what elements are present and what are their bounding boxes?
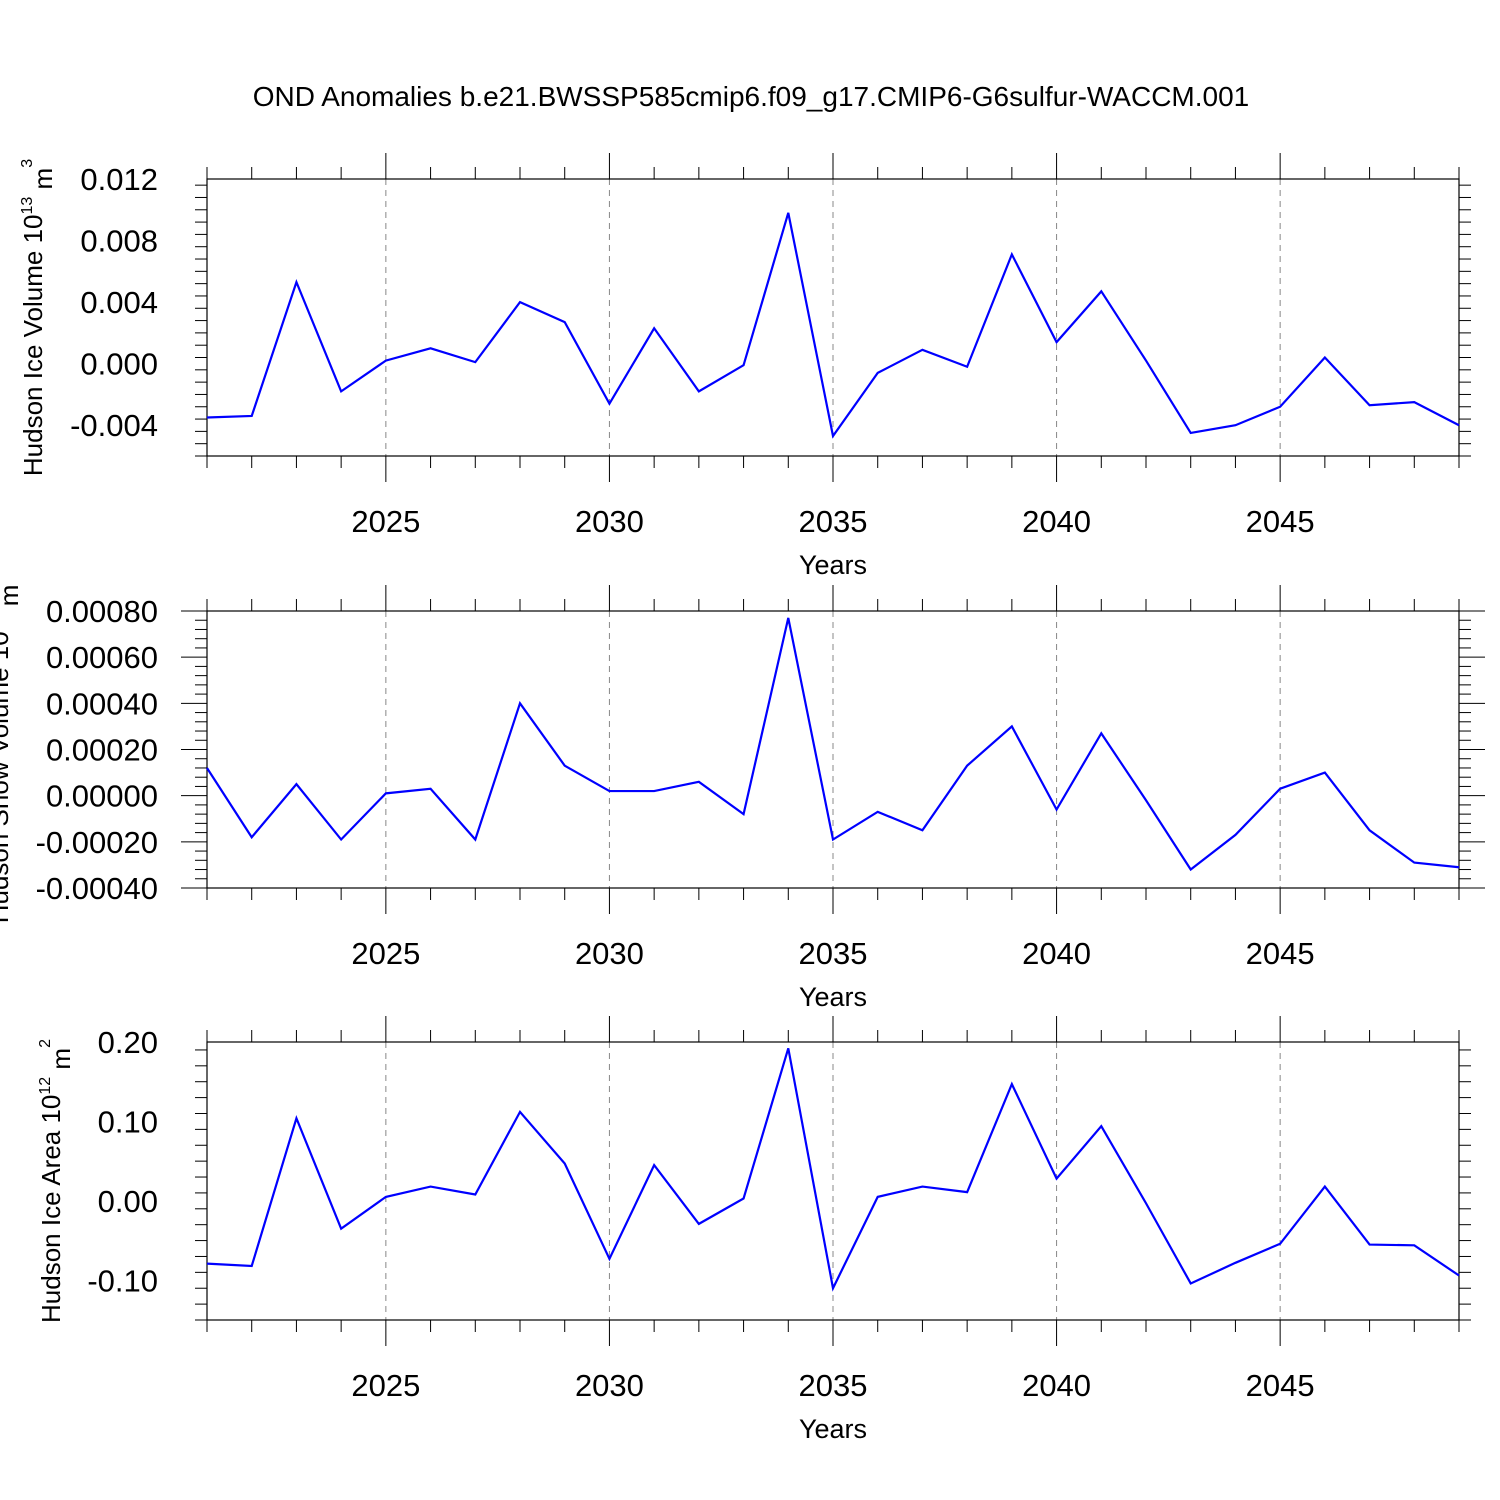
x-tick-label: 2045 <box>1246 504 1315 539</box>
panel-3: 2025 2030 2035 2040 2045 Years -0.10 0.00 0.10 0.… <box>36 1016 1471 1444</box>
x-tick-label: 2030 <box>575 936 644 971</box>
y-axis-label: Hudson Snow Volume 1013 m3 <box>0 576 24 924</box>
x-axis-label: Years <box>799 1414 867 1444</box>
x-axis-label: Years <box>799 982 867 1012</box>
y-tick-label: 0.008 <box>80 224 158 259</box>
y-tick-label: -0.10 <box>87 1263 158 1298</box>
y-tick-label: -0.00040 <box>36 871 158 906</box>
chart-title: OND Anomalies b.e21.BWSSP585cmip6.f09_g1… <box>253 81 1250 112</box>
x-tick-label: 2030 <box>575 1368 644 1403</box>
y-tick-label: -0.00020 <box>36 825 158 860</box>
x-axis-label: Years <box>799 550 867 580</box>
y-tick-label: 0.00020 <box>46 733 158 768</box>
y-tick-label: 0.00080 <box>46 594 158 629</box>
y-tick-label: 0.00060 <box>46 640 158 675</box>
x-tick-label: 2025 <box>351 1368 420 1403</box>
y-tick-label: 0.012 <box>80 162 158 197</box>
x-tick-label: 2035 <box>799 1368 868 1403</box>
x-tick-label: 2030 <box>575 504 644 539</box>
x-tick-label: 2045 <box>1246 936 1315 971</box>
y-tick-label: 0.00000 <box>46 779 158 814</box>
x-tick-label: 2045 <box>1246 1368 1315 1403</box>
x-tick-label: 2035 <box>799 936 868 971</box>
y-tick-label: 0.000 <box>80 347 158 382</box>
y-axis-label: Hudson Ice Volume 1013 m3 <box>18 159 58 476</box>
x-tick-label: 2040 <box>1022 504 1091 539</box>
y-tick-label: 0.004 <box>80 285 158 320</box>
x-tick-label: 2040 <box>1022 1368 1091 1403</box>
panel-2: 2025 2030 2035 2040 2045 Years -0.00040 -0.0002… <box>0 576 1485 1012</box>
y-axis-label: Hudson Ice Area 1012 m2 <box>36 1039 76 1323</box>
x-tick-label: 2025 <box>351 504 420 539</box>
panel-1: 2025 2030 2035 2040 2045 Years -0.004 0.000 0.00… <box>18 153 1471 580</box>
x-tick-label: 2025 <box>351 936 420 971</box>
y-tick-label: 0.10 <box>98 1104 158 1139</box>
y-tick-label: 0.00 <box>98 1184 158 1219</box>
y-tick-label: -0.004 <box>70 408 158 443</box>
x-tick-label: 2040 <box>1022 936 1091 971</box>
y-tick-label: 0.20 <box>98 1025 158 1060</box>
x-tick-label: 2035 <box>799 504 868 539</box>
y-tick-label: 0.00040 <box>46 686 158 721</box>
